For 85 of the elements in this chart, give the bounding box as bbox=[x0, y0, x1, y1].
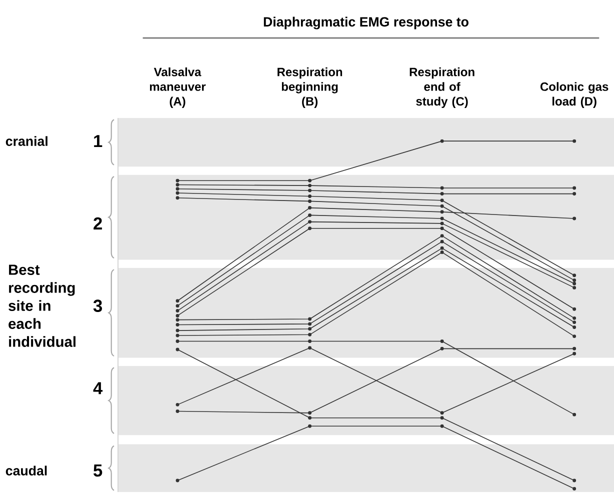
point bbox=[440, 240, 444, 244]
point bbox=[176, 328, 180, 332]
point bbox=[440, 222, 444, 226]
point bbox=[572, 307, 576, 311]
y-tick-label: 2 bbox=[94, 217, 102, 230]
point bbox=[308, 346, 312, 350]
point bbox=[440, 234, 444, 238]
point bbox=[308, 327, 312, 331]
y-tick-label: 3 bbox=[93, 300, 102, 312]
point bbox=[440, 411, 444, 415]
point bbox=[572, 486, 576, 490]
point bbox=[440, 192, 444, 196]
point bbox=[440, 340, 444, 343]
x-tick-label: Colonic gas load (D) bbox=[540, 82, 608, 108]
point bbox=[572, 274, 576, 278]
point bbox=[572, 278, 576, 282]
point bbox=[572, 286, 576, 290]
point bbox=[308, 416, 312, 420]
x-tick-label: Respiration end of study (C) bbox=[410, 67, 474, 108]
point bbox=[572, 139, 576, 143]
point bbox=[308, 184, 312, 188]
text: caudal bbox=[6, 466, 47, 476]
point bbox=[176, 314, 180, 318]
point bbox=[440, 216, 444, 220]
point bbox=[176, 402, 180, 406]
point bbox=[440, 139, 444, 143]
point bbox=[176, 348, 180, 352]
point bbox=[176, 334, 180, 338]
point bbox=[440, 416, 444, 420]
point bbox=[176, 299, 180, 303]
point bbox=[176, 187, 180, 191]
y-axis-title: Best recording site in each individual bbox=[8, 264, 76, 347]
point bbox=[176, 178, 180, 182]
point bbox=[572, 334, 576, 338]
point bbox=[308, 194, 312, 198]
point bbox=[572, 352, 576, 356]
point bbox=[176, 309, 180, 313]
point bbox=[308, 317, 312, 321]
point bbox=[308, 332, 312, 336]
point bbox=[308, 424, 312, 428]
point bbox=[440, 198, 444, 202]
x-tick-label: Respiration beginning (B) bbox=[278, 67, 342, 108]
point bbox=[308, 220, 312, 224]
point bbox=[176, 182, 180, 186]
point bbox=[440, 246, 444, 250]
point bbox=[572, 192, 576, 196]
point bbox=[176, 318, 180, 322]
point bbox=[572, 186, 576, 190]
point bbox=[176, 304, 180, 308]
point bbox=[176, 410, 180, 414]
point bbox=[308, 226, 312, 230]
point bbox=[440, 186, 444, 190]
y-tick-label: 5 bbox=[94, 464, 102, 477]
point bbox=[572, 320, 576, 324]
point bbox=[440, 424, 444, 428]
point bbox=[572, 478, 576, 482]
point bbox=[572, 216, 576, 220]
x-tick-label: Valsalva maneuver (A) bbox=[150, 67, 206, 108]
chart-title: Diaphragmatic EMG response to bbox=[264, 16, 468, 30]
point bbox=[176, 478, 180, 482]
point bbox=[308, 411, 312, 415]
y-tick-label: 1 bbox=[94, 135, 102, 148]
point bbox=[176, 191, 180, 195]
point bbox=[572, 326, 576, 329]
point bbox=[572, 346, 576, 350]
point bbox=[572, 412, 576, 416]
point bbox=[308, 188, 312, 192]
y-tick-label: 4 bbox=[93, 382, 103, 394]
text: cranial bbox=[6, 136, 48, 146]
point bbox=[308, 206, 312, 210]
point bbox=[308, 178, 312, 182]
point bbox=[176, 196, 180, 200]
point bbox=[572, 282, 576, 286]
point bbox=[176, 323, 180, 327]
point bbox=[308, 213, 312, 217]
point bbox=[440, 210, 444, 214]
point bbox=[440, 226, 444, 230]
point bbox=[440, 250, 444, 254]
point bbox=[176, 340, 180, 343]
point bbox=[308, 199, 312, 203]
point bbox=[308, 322, 312, 326]
point bbox=[572, 316, 576, 320]
point bbox=[440, 346, 444, 350]
point bbox=[308, 340, 312, 343]
point bbox=[440, 204, 444, 208]
